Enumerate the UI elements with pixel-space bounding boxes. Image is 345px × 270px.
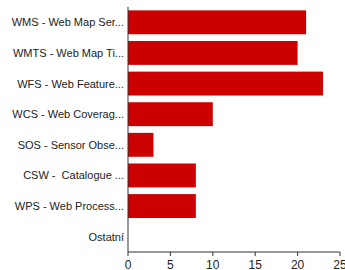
y-axis: [128, 7, 129, 252]
bar: [128, 163, 196, 187]
tick-mark: [212, 252, 213, 256]
category-label: WMS - Web Map Ser...: [12, 16, 124, 28]
bar: [128, 41, 298, 65]
tick-label: 0: [125, 258, 132, 270]
tick-mark: [297, 252, 298, 256]
tick-mark: [128, 252, 129, 256]
category-label: WCS - Web Coverag...: [12, 108, 124, 120]
tick-label: 5: [167, 258, 174, 270]
bars: [128, 10, 323, 218]
category-label: Ostatní: [89, 231, 124, 243]
bar: [128, 133, 153, 157]
category-label: SOS - Sensor Obse...: [18, 139, 124, 151]
tick-label: 15: [249, 258, 263, 270]
bar: [128, 10, 306, 34]
category-label: WPS - Web Process...: [15, 200, 124, 212]
tick-mark: [255, 252, 256, 256]
category-label: CSW - Catalogue ...: [23, 169, 124, 181]
tick-mark: [340, 252, 341, 256]
tick-label: 20: [291, 258, 305, 270]
chart: 0 5 10 15 20 25 WMS - Web Map Ser... WMTS - Web…: [0, 0, 345, 270]
tick-label: 10: [206, 258, 220, 270]
x-axis: [128, 252, 340, 253]
bar: [128, 102, 213, 126]
bar: [128, 194, 196, 218]
category-label: WMTS - Web Map Ti...: [13, 47, 124, 59]
tick-mark: [170, 252, 171, 256]
category-label: WFS - Web Feature...: [17, 78, 124, 90]
bar: [128, 72, 323, 96]
tick-label: 25: [333, 258, 345, 270]
